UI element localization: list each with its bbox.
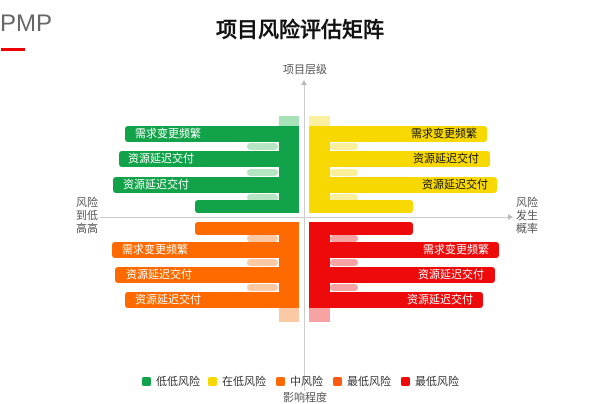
brand-logo: PMP	[0, 10, 53, 37]
legend-swatch	[208, 377, 217, 386]
legend-swatch	[276, 377, 285, 386]
orange-spine	[279, 222, 299, 308]
legend-label: 最低风险	[347, 375, 391, 388]
red-bar-3: 资源延迟交付	[330, 292, 483, 308]
yellow-thin-bar	[330, 143, 358, 150]
legend-item: 最低风险	[401, 375, 459, 388]
legend-swatch	[333, 377, 342, 386]
yellow-spine	[309, 126, 330, 213]
legend-swatch	[401, 377, 410, 386]
vertical-axis-arrow	[301, 80, 307, 85]
green-bar-2: 资源延迟交付	[119, 151, 279, 167]
orange-spine-light	[279, 308, 299, 322]
green-spine	[279, 126, 299, 213]
axis-label-right: 风险 发生 概率	[512, 196, 542, 235]
legend-label: 在低风险	[222, 375, 266, 388]
legend-label: 中风险	[290, 375, 323, 388]
horizontal-axis-arrow	[508, 214, 513, 220]
yellow-bar-4	[330, 200, 413, 213]
yellow-thin-bar	[330, 194, 358, 201]
brand-underline	[1, 48, 25, 51]
orange-bar-top	[195, 222, 299, 235]
axis-label-left-line: 高高	[76, 222, 98, 235]
yellow-bar-2: 资源延迟交付	[330, 151, 490, 167]
axis-label-bottom: 影响程度	[270, 391, 340, 404]
yellow-spine-light	[309, 116, 330, 126]
legend-label: 最低风险	[415, 375, 459, 388]
green-bar-3: 资源延迟交付	[113, 177, 279, 193]
green-bar-4	[195, 200, 279, 213]
horizontal-axis	[100, 217, 508, 218]
axis-label-left-line: 到低	[76, 209, 98, 222]
red-spine	[309, 222, 330, 308]
green-bar-1: 需求变更频繁	[125, 126, 279, 142]
yellow-thin-bar	[330, 169, 358, 176]
legend-swatch	[142, 377, 151, 386]
yellow-bar-3: 资源延迟交付	[330, 177, 497, 193]
orange-bar-3: 资源延迟交付	[125, 292, 279, 308]
vertical-axis	[304, 84, 305, 400]
red-bar-2: 资源延迟交付	[330, 267, 495, 283]
green-thin-bar	[247, 169, 278, 176]
red-thin-bar	[330, 259, 358, 266]
page-title: 项目风险评估矩阵	[216, 18, 384, 42]
axis-label-right-line: 发生	[516, 209, 538, 222]
red-bar-top	[309, 222, 413, 235]
green-spine-light	[279, 116, 299, 126]
orange-thin-bar	[247, 284, 278, 291]
legend-item: 最低风险	[333, 375, 391, 388]
axis-label-left: 风险 到低 高高	[72, 196, 102, 235]
legend-item: 在低风险	[208, 375, 266, 388]
green-thin-bar	[247, 194, 278, 201]
legend-label: 低低风险	[156, 375, 200, 388]
red-thin-bar	[330, 235, 358, 242]
red-spine-light	[309, 308, 330, 322]
orange-bar-2: 资源延迟交付	[115, 267, 279, 283]
yellow-bar-1: 需求变更频繁	[330, 126, 487, 142]
legend-item: 低低风险	[142, 375, 200, 388]
axis-label-right-line: 概率	[516, 222, 538, 235]
green-thin-bar	[247, 143, 278, 150]
orange-bar-1: 需求变更频繁	[112, 242, 279, 258]
legend-item: 中风险	[276, 375, 323, 388]
red-thin-bar	[330, 284, 358, 291]
axis-label-top: 项目层级	[283, 63, 327, 76]
orange-thin-bar	[247, 235, 278, 242]
axis-label-left-line: 风险	[76, 196, 98, 209]
red-bar-1: 需求变更频繁	[330, 242, 499, 258]
axis-label-right-line: 风险	[516, 196, 538, 209]
orange-thin-bar	[247, 259, 278, 266]
